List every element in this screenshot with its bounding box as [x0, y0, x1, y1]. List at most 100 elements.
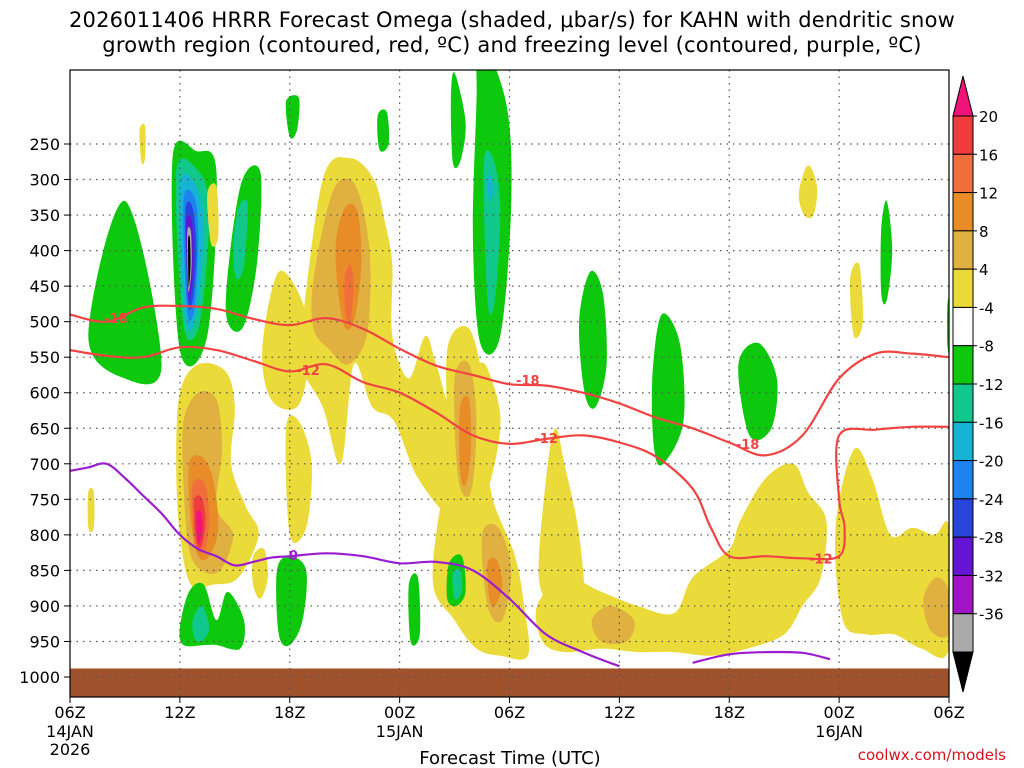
- colorbar-box-4: [952, 268, 974, 308]
- omega-region-down_12-25: [487, 174, 494, 202]
- colorbar-label-0: 20: [979, 108, 998, 126]
- y-tick-label-550: 550: [29, 348, 60, 367]
- y-tick-label-800: 800: [29, 526, 60, 545]
- colorbar-min-triangle: [952, 651, 974, 693]
- colorbar-box-11: [952, 536, 974, 576]
- contour-label-2-0: 0: [289, 549, 298, 564]
- x-tick-label-1: 12Z: [164, 703, 195, 722]
- y-tick-label-350: 350: [29, 206, 60, 225]
- x-axis-title: Forecast Time (UTC): [419, 748, 600, 768]
- omega-region-down_4-0: [88, 200, 162, 385]
- omega-region-up_12-31: [459, 395, 472, 487]
- y-tick-label-850: 850: [29, 561, 60, 580]
- colorbar-label-8: -16: [979, 414, 1004, 432]
- omega-region-down_8-11: [232, 199, 248, 280]
- colorbar-box-13: [952, 613, 974, 653]
- y-tick-label-600: 600: [29, 384, 60, 403]
- contour-label-0-1: -18: [516, 374, 540, 389]
- x-tick-label-7: 00Z: [823, 703, 854, 722]
- omega-region-up_4-52: [849, 262, 864, 339]
- x-tick-label-2: 18Z: [274, 703, 305, 722]
- colorbar-label-5: -4: [979, 299, 994, 317]
- omega-region-up_4-51: [798, 165, 818, 219]
- omega-region-down_4-47: [578, 270, 607, 409]
- omega-region-up_16-19: [344, 264, 354, 324]
- title-line-1: 2026011406 HRRR Forecast Omega (shaded, …: [68, 8, 955, 32]
- contour-label-0-2: -18: [736, 438, 760, 453]
- omega-region-down_4-15: [450, 72, 466, 169]
- x-tick-label-5: 12Z: [604, 703, 635, 722]
- omega-region-up_4-21: [262, 270, 309, 410]
- colorbar-box-6: [952, 345, 974, 385]
- colorbar-label-7: -12: [979, 376, 1004, 394]
- omega-region-up_4-41: [251, 547, 268, 599]
- colorbar-box-1: [952, 153, 974, 194]
- colorbar-box-8: [952, 421, 974, 462]
- x-tick-date-3: 15JAN: [376, 722, 424, 741]
- y-tick-label-1000: 1000: [19, 668, 60, 687]
- omega-region-up_8-54: [591, 605, 635, 645]
- x-tick-label-6: 18Z: [714, 703, 745, 722]
- colorbar-label-3: 8: [979, 223, 989, 241]
- y-axis: 250 300 350 400 450 500 550 600 650 700 750 800 850 9…: [19, 135, 70, 687]
- colorbar-box-12: [952, 574, 974, 615]
- ground-surface: [70, 668, 949, 697]
- y-tick-label-400: 400: [29, 242, 60, 261]
- colorbar-label-1: 16: [979, 146, 998, 164]
- watermark: coolwx.com/models: [857, 746, 1006, 764]
- omega-region-up_4-22: [285, 415, 312, 544]
- x-tick-date-0: 14JAN: [46, 722, 94, 741]
- omega-region-up_8-56: [923, 577, 949, 638]
- omega-region-down_4-38: [179, 582, 245, 650]
- y-tick-label-450: 450: [29, 277, 60, 296]
- y-tick-label-900: 900: [29, 597, 60, 616]
- colorbar-label-2: 12: [979, 185, 998, 203]
- colorbar-box-0: [952, 115, 974, 155]
- x-tick-year-0: 2026: [50, 740, 91, 759]
- x-tick-label-3: 00Z: [384, 703, 415, 722]
- colorbar-label-12: -32: [979, 567, 1004, 585]
- contour-line-3: [692, 650, 831, 664]
- y-tick-label-750: 750: [29, 490, 60, 509]
- omega-region-down_36-8: [188, 235, 191, 288]
- x-tick-label-8: 06Z: [933, 703, 964, 722]
- contour-line-0: [70, 304, 949, 457]
- y-tick-label-250: 250: [29, 135, 60, 154]
- y-tick-label-700: 700: [29, 455, 60, 474]
- colorbar-label-10: -24: [979, 491, 1004, 509]
- omega-region-up_4-13: [207, 183, 219, 247]
- omega-region-down_4-50: [880, 200, 893, 305]
- ground-layer: [70, 668, 949, 697]
- contour-line-1: [70, 345, 949, 561]
- colorbar-label-11: -28: [979, 529, 1004, 547]
- colorbar-box-3: [952, 230, 974, 270]
- x-tick-date-7: 16JAN: [815, 722, 863, 741]
- colorbar-legend: 20 16 12 8 4 -4 -8 -12 -16 -20 -24 -28 -32 -36: [952, 75, 1004, 693]
- omega-region-up_4-26: [432, 453, 530, 660]
- colorbar-max-triangle: [952, 75, 974, 117]
- colorbar-label-6: -8: [979, 338, 994, 356]
- omega-region-down_8-45: [452, 568, 463, 600]
- contour-label-1-1: -12: [534, 432, 558, 447]
- omega-region-down_4-14: [377, 109, 390, 152]
- omega-region-up_4-42: [87, 487, 95, 533]
- omega-region-up_12-28: [487, 557, 503, 607]
- colorbar-box-9: [952, 460, 974, 500]
- y-tick-label-650: 650: [29, 419, 60, 438]
- title-line-2: growth region (contoured, red, ºC) and f…: [102, 33, 922, 57]
- x-tick-label-0: 06Z: [54, 703, 85, 722]
- y-tick-label-500: 500: [29, 313, 60, 332]
- contour-line-2: [70, 462, 620, 668]
- omega-region-down_4-12: [285, 95, 300, 139]
- chart-title: 2026011406 HRRR Forecast Omega (shaded, …: [0, 8, 1024, 58]
- colorbar-box-10: [952, 498, 974, 538]
- colorbar-label-13: -36: [979, 606, 1004, 624]
- temperature-contours: -18 -18 -18 -12 -12 -12 0: [70, 304, 949, 668]
- omega-region-down_4-48: [651, 313, 685, 466]
- omega-region-down_4-49: [738, 342, 778, 441]
- contour-label-1-2: -12: [809, 552, 833, 567]
- colorbar-box-7: [952, 383, 974, 423]
- omega-region-down_8-39: [192, 605, 210, 643]
